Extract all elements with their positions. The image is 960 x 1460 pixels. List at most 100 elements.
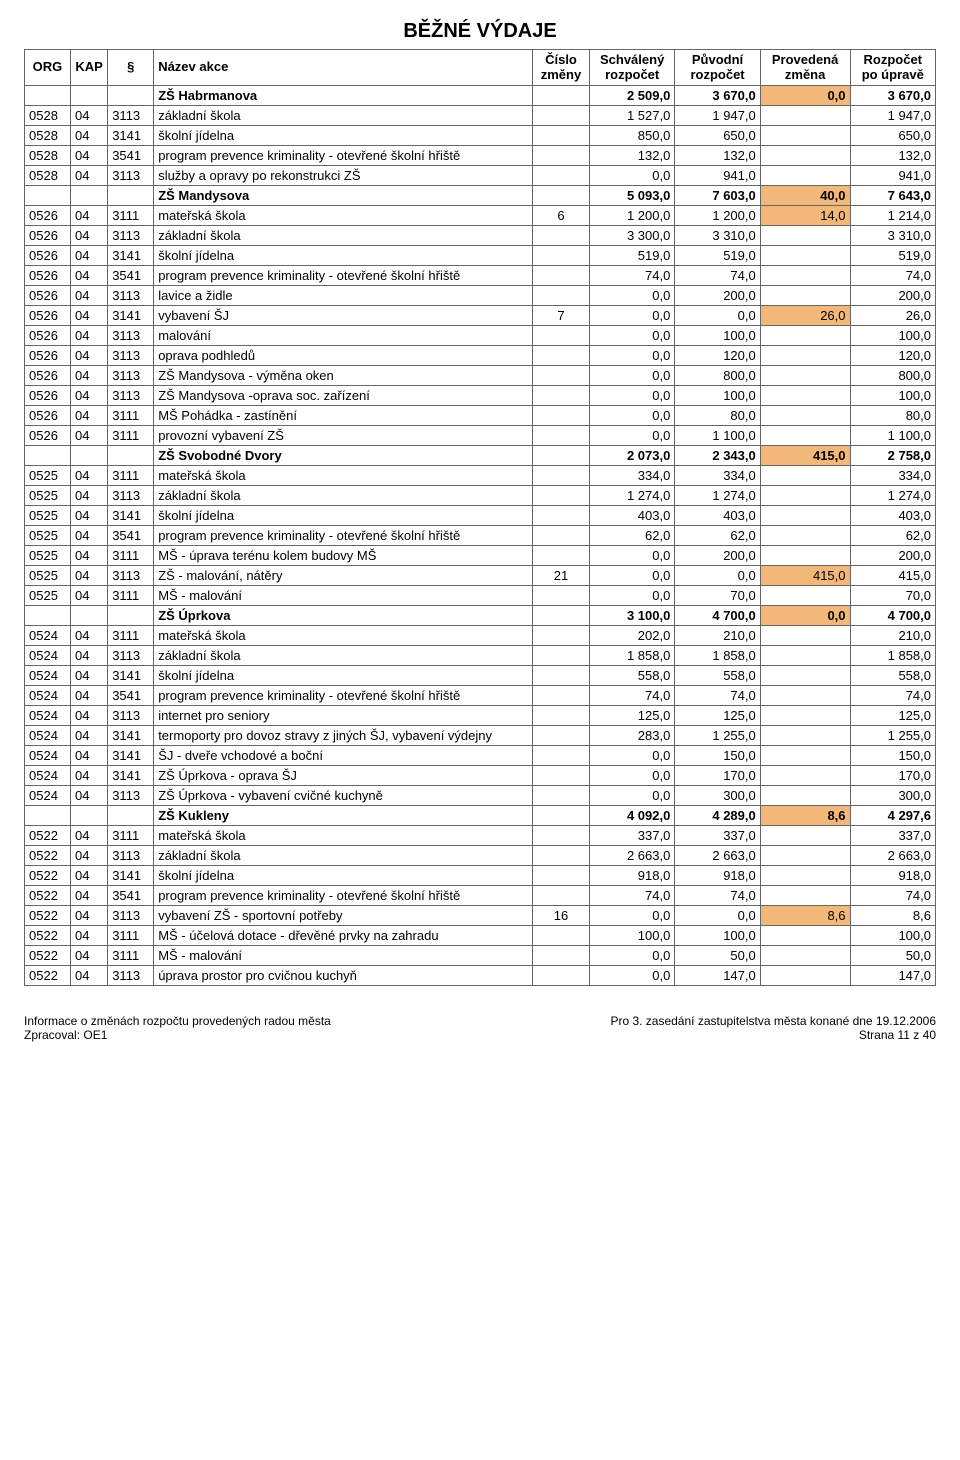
cell-sch: 1 200,0 — [589, 206, 674, 226]
cell-pro — [760, 106, 850, 126]
table-row: 0525043111MŠ - malování0,070,070,0 — [25, 586, 936, 606]
cell-cislo — [533, 226, 590, 246]
cell-kap: 04 — [70, 646, 107, 666]
cell-par: 3141 — [108, 306, 154, 326]
cell-nazev: základní škola — [154, 646, 533, 666]
cell-org: 0524 — [25, 726, 71, 746]
cell-cislo — [533, 526, 590, 546]
cell-sch: 0,0 — [589, 966, 674, 986]
cell-par — [108, 606, 154, 626]
cell-kap: 04 — [70, 366, 107, 386]
cell-kap: 04 — [70, 466, 107, 486]
cell-puv: 200,0 — [675, 546, 760, 566]
cell-kap: 04 — [70, 506, 107, 526]
cell-sch: 2 073,0 — [589, 446, 674, 466]
cell-nazev: ZŠ Úprkova — [154, 606, 533, 626]
cell-nazev: ZŠ Mandysova - výměna oken — [154, 366, 533, 386]
cell-org: 0526 — [25, 366, 71, 386]
cell-sch: 558,0 — [589, 666, 674, 686]
cell-sch: 0,0 — [589, 386, 674, 406]
cell-pro — [760, 766, 850, 786]
table-row: 0525043113základní škola1 274,01 274,01 … — [25, 486, 936, 506]
cell-puv: 74,0 — [675, 266, 760, 286]
cell-roz: 4 297,6 — [850, 806, 935, 826]
cell-sch: 850,0 — [589, 126, 674, 146]
cell-pro: 415,0 — [760, 566, 850, 586]
footer-right-2: Strana 11 z 40 — [610, 1028, 936, 1042]
table-row: 0528043541program prevence kriminality -… — [25, 146, 936, 166]
cell-sch: 74,0 — [589, 266, 674, 286]
cell-par: 3111 — [108, 546, 154, 566]
cell-org: 0525 — [25, 506, 71, 526]
cell-kap: 04 — [70, 306, 107, 326]
cell-kap: 04 — [70, 906, 107, 926]
cell-sch: 1 274,0 — [589, 486, 674, 506]
cell-roz: 334,0 — [850, 466, 935, 486]
cell-puv: 7 603,0 — [675, 186, 760, 206]
header-row: ORG KAP § Název akce Číslozměny Schválen… — [25, 50, 936, 86]
cell-kap: 04 — [70, 966, 107, 986]
cell-nazev: základní škola — [154, 846, 533, 866]
cell-nazev: ZŠ Úprkova - vybavení cvičné kuchyně — [154, 786, 533, 806]
table-row: 0526043111provozní vybavení ZŠ0,01 100,0… — [25, 426, 936, 446]
table-row: 0522043113úprava prostor pro cvičnou kuc… — [25, 966, 936, 986]
cell-pro — [760, 286, 850, 306]
cell-roz: 403,0 — [850, 506, 935, 526]
cell-par: 3541 — [108, 686, 154, 706]
cell-cislo: 16 — [533, 906, 590, 926]
cell-nazev: termoporty pro dovoz stravy z jiných ŠJ,… — [154, 726, 533, 746]
cell-kap: 04 — [70, 866, 107, 886]
cell-par: 3541 — [108, 526, 154, 546]
cell-puv: 558,0 — [675, 666, 760, 686]
cell-sch: 3 100,0 — [589, 606, 674, 626]
cell-cislo — [533, 706, 590, 726]
cell-par: 3113 — [108, 566, 154, 586]
cell-org: 0526 — [25, 386, 71, 406]
table-row: 0524043113základní škola1 858,01 858,01 … — [25, 646, 936, 666]
cell-pro: 40,0 — [760, 186, 850, 206]
cell-puv: 1 858,0 — [675, 646, 760, 666]
hdr-kap: KAP — [70, 50, 107, 86]
cell-roz: 80,0 — [850, 406, 935, 426]
cell-org: 0524 — [25, 786, 71, 806]
table-row: 0524043111mateřská škola202,0210,0210,0 — [25, 626, 936, 646]
cell-nazev: školní jídelna — [154, 866, 533, 886]
cell-pro — [760, 126, 850, 146]
cell-pro — [760, 386, 850, 406]
table-row: 0522043111MŠ - malování0,050,050,0 — [25, 946, 936, 966]
cell-cislo — [533, 426, 590, 446]
cell-par — [108, 86, 154, 106]
table-row: 0524043141ŠJ - dveře vchodové a boční0,0… — [25, 746, 936, 766]
table-row: 0526043141školní jídelna519,0519,0519,0 — [25, 246, 936, 266]
cell-nazev: školní jídelna — [154, 126, 533, 146]
cell-sch: 2 663,0 — [589, 846, 674, 866]
hdr-puvod: Původnírozpočet — [675, 50, 760, 86]
cell-org: 0525 — [25, 526, 71, 546]
cell-puv: 80,0 — [675, 406, 760, 426]
cell-kap: 04 — [70, 286, 107, 306]
cell-org: 0522 — [25, 846, 71, 866]
cell-roz: 8,6 — [850, 906, 935, 926]
cell-kap: 04 — [70, 566, 107, 586]
cell-nazev: program prevence kriminality - otevřené … — [154, 146, 533, 166]
cell-sch: 5 093,0 — [589, 186, 674, 206]
cell-par: 3113 — [108, 386, 154, 406]
page-footer: Informace o změnách rozpočtu provedených… — [24, 1014, 936, 1042]
cell-org: 0524 — [25, 706, 71, 726]
summary-row: ZŠ Svobodné Dvory2 073,02 343,0415,02 75… — [25, 446, 936, 466]
cell-cislo: 21 — [533, 566, 590, 586]
cell-cislo — [533, 266, 590, 286]
cell-pro — [760, 966, 850, 986]
cell-pro — [760, 706, 850, 726]
table-row: 0526043113základní škola3 300,03 310,03 … — [25, 226, 936, 246]
cell-nazev: MŠ - úprava terénu kolem budovy MŠ — [154, 546, 533, 566]
cell-puv: 941,0 — [675, 166, 760, 186]
cell-sch: 0,0 — [589, 406, 674, 426]
table-row: 0522043111MŠ - účelová dotace - dřevěné … — [25, 926, 936, 946]
cell-org: 0526 — [25, 326, 71, 346]
cell-par: 3113 — [108, 166, 154, 186]
cell-nazev: oprava podhledů — [154, 346, 533, 366]
cell-roz: 74,0 — [850, 886, 935, 906]
table-row: 0524043141termoporty pro dovoz stravy z … — [25, 726, 936, 746]
cell-kap: 04 — [70, 106, 107, 126]
